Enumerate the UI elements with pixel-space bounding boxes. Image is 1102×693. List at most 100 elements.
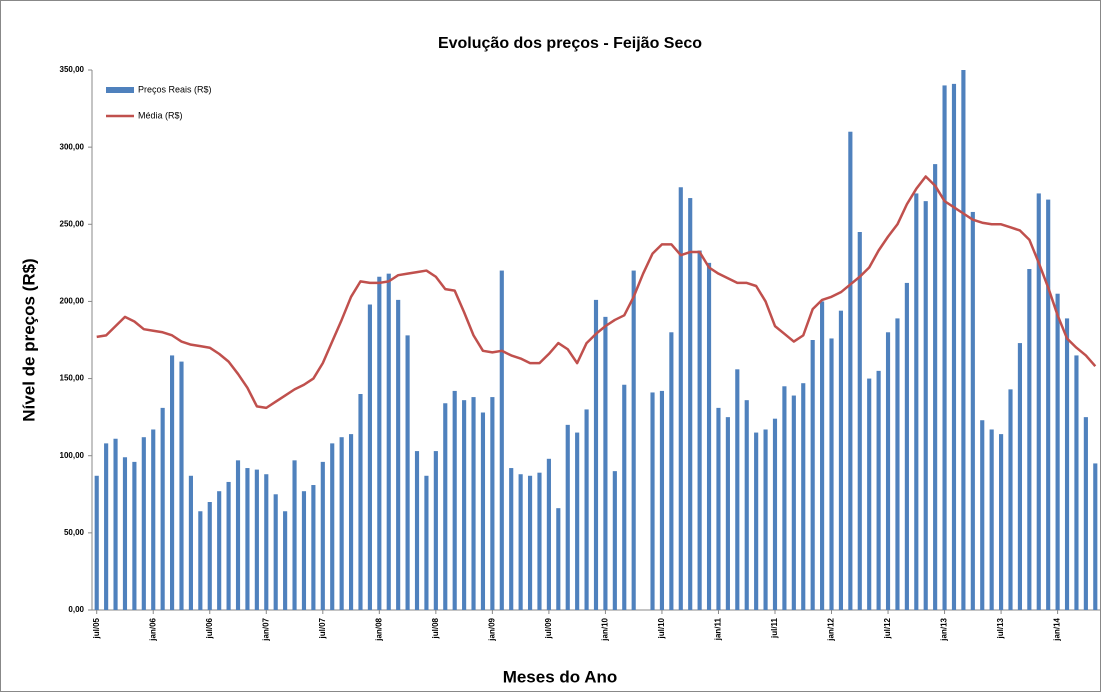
- bar: [452, 390, 457, 610]
- bar: [904, 282, 909, 610]
- bar: [970, 211, 975, 610]
- bar: [160, 407, 165, 610]
- bar: [537, 472, 542, 610]
- bar: [584, 409, 589, 610]
- bar: [330, 443, 335, 610]
- x-tick-label: jan/13: [940, 617, 949, 641]
- bar: [207, 502, 212, 610]
- bar: [462, 400, 467, 610]
- bar: [989, 429, 994, 610]
- bar: [301, 491, 307, 610]
- bar: [820, 301, 825, 610]
- bar: [122, 457, 128, 610]
- bar: [716, 407, 721, 610]
- bar: [509, 468, 514, 610]
- bar: [772, 418, 778, 610]
- y-tick-label: 200,00: [60, 297, 85, 306]
- bar: [386, 273, 391, 610]
- bar: [838, 310, 844, 610]
- bar: [556, 508, 561, 610]
- bar: [245, 468, 250, 610]
- bar: [226, 481, 231, 610]
- bar: [631, 270, 636, 610]
- x-tick-label: jan/09: [487, 617, 496, 641]
- bar: [725, 417, 730, 610]
- bar: [829, 338, 834, 610]
- bar: [876, 370, 881, 610]
- bar: [933, 164, 938, 610]
- bar: [443, 403, 448, 610]
- bar: [650, 392, 655, 610]
- y-axis-title: Nível de preços (R$): [19, 258, 38, 421]
- bar: [414, 451, 420, 610]
- bar: [565, 424, 570, 610]
- legend-label: Preços Reais (R$): [138, 84, 212, 94]
- bar: [292, 460, 297, 610]
- x-tick-label: jan/10: [601, 617, 610, 641]
- legend-label: Média (R$): [138, 110, 183, 120]
- bar: [999, 434, 1004, 610]
- x-tick-label: jul/06: [205, 617, 214, 639]
- x-tick-label: jan/11: [714, 617, 723, 641]
- bar: [518, 474, 523, 610]
- bar: [235, 460, 241, 610]
- y-tick-label: 250,00: [60, 219, 85, 228]
- bar: [1046, 199, 1051, 610]
- bar: [867, 378, 872, 610]
- bar: [857, 232, 862, 610]
- bar: [311, 485, 316, 610]
- y-tick-label: 300,00: [60, 142, 85, 151]
- x-tick-label: jan/12: [827, 617, 836, 641]
- bar: [132, 461, 137, 610]
- bar: [405, 335, 410, 610]
- bar: [358, 394, 363, 610]
- bar: [480, 412, 486, 610]
- bar: [396, 299, 401, 610]
- bar: [848, 131, 853, 610]
- x-tick-label: jul/07: [318, 617, 327, 639]
- bar: [791, 395, 796, 610]
- bar: [735, 369, 740, 610]
- bar: [490, 397, 495, 610]
- legend-swatch: [106, 87, 134, 93]
- bar: [283, 511, 288, 610]
- bar: [546, 458, 551, 610]
- bar: [151, 429, 156, 610]
- bar: [94, 475, 99, 610]
- x-tick-label: jan/06: [148, 617, 157, 641]
- bar: [951, 83, 957, 610]
- bar: [744, 400, 749, 610]
- x-tick-label: jul/09: [544, 617, 553, 639]
- bar: [612, 471, 617, 610]
- bar: [942, 85, 947, 610]
- bar: [1027, 269, 1032, 610]
- bar: [1055, 293, 1060, 610]
- bar: [188, 475, 193, 610]
- x-tick-label: jan/14: [1053, 617, 1062, 641]
- bar: [659, 390, 665, 610]
- bar: [1064, 318, 1070, 610]
- bar: [471, 397, 476, 610]
- bar: [198, 511, 203, 610]
- bar: [1074, 355, 1079, 610]
- bar: [104, 443, 109, 610]
- x-tick-label: jan/07: [261, 617, 270, 641]
- x-tick-label: jul/11: [770, 617, 779, 639]
- bar: [763, 429, 768, 610]
- bar: [433, 451, 438, 610]
- bar: [622, 384, 627, 610]
- x-axis-title: Meses do Ano: [503, 667, 618, 686]
- bar: [885, 332, 891, 610]
- bar: [217, 491, 222, 610]
- y-tick-label: 350,00: [60, 65, 85, 74]
- bar: [499, 270, 504, 610]
- bar: [575, 432, 580, 610]
- bar: [961, 70, 966, 610]
- bar: [1093, 463, 1098, 610]
- bar: [688, 198, 693, 611]
- x-tick-label: jul/12: [883, 617, 892, 639]
- bar: [914, 193, 919, 610]
- bar: [593, 299, 599, 610]
- bar: [697, 250, 702, 610]
